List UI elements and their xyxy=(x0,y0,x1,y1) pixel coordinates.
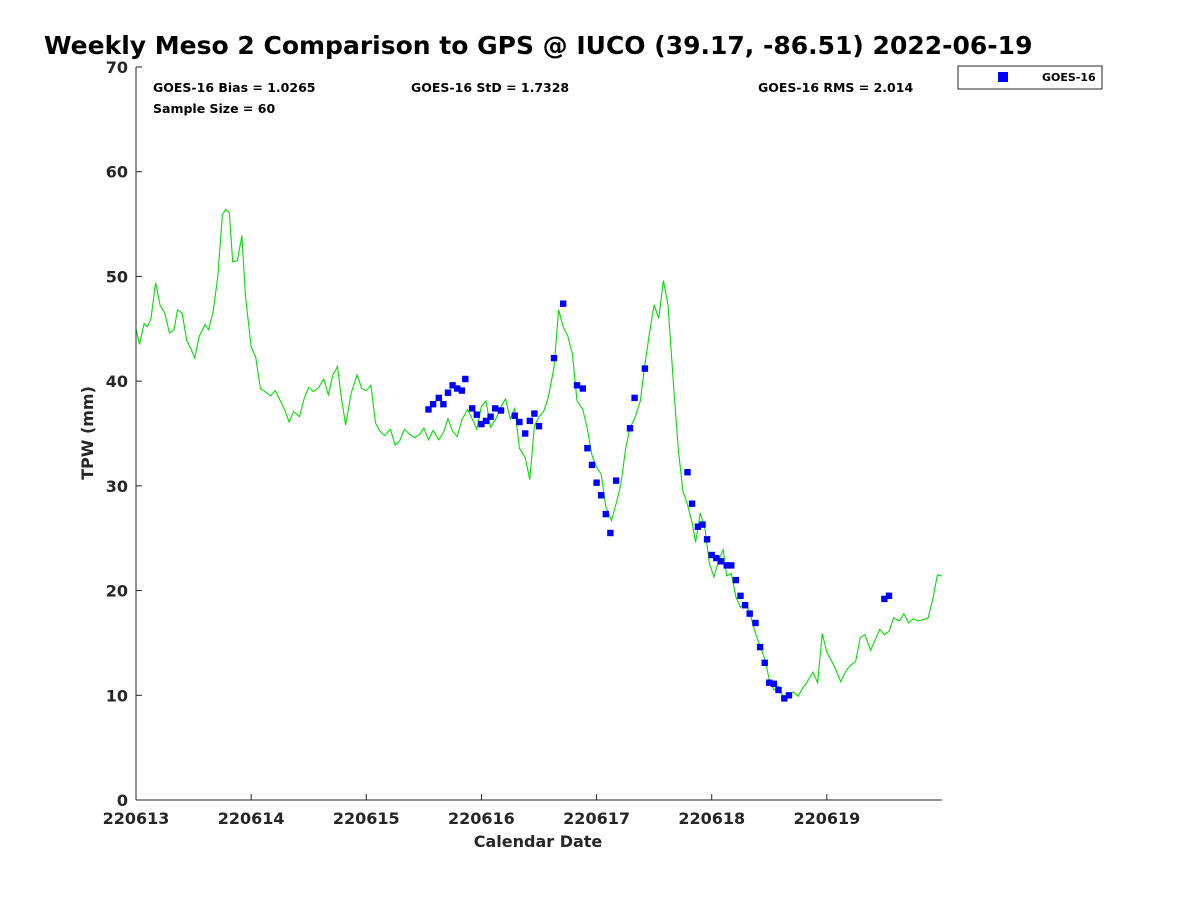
gps-line-layer xyxy=(135,208,943,701)
legend-marker-goes16 xyxy=(998,72,1008,82)
goes16-point xyxy=(516,418,523,426)
goes16-point xyxy=(741,602,749,609)
goes16-point xyxy=(497,407,505,414)
goes16-point xyxy=(785,692,793,699)
y-tick-label: 70 xyxy=(106,58,128,77)
goes16-point xyxy=(761,659,768,666)
y-ticks: 0 10 20 30 40 50 60 70 xyxy=(106,58,142,810)
legend-label-goes16: GOES-16 xyxy=(1042,71,1096,84)
goes16-point xyxy=(885,592,893,599)
y-axis-label: TPW (mm) xyxy=(78,386,97,480)
goes16-point xyxy=(482,417,490,425)
goes16-point xyxy=(435,394,442,402)
goes16-point xyxy=(626,425,634,432)
legend: GOES-16 xyxy=(957,65,1103,90)
goes16-point xyxy=(449,382,456,389)
x-tick-label: 220616 xyxy=(448,809,515,828)
goes16-point xyxy=(781,695,788,702)
goes16-point xyxy=(444,389,452,396)
goes16-point xyxy=(607,529,614,537)
goes16-point xyxy=(694,523,702,530)
x-tick-label: 220617 xyxy=(563,809,630,828)
goes16-point xyxy=(560,300,567,307)
goes16-point xyxy=(478,420,485,428)
goes16-marker-layer xyxy=(425,300,893,702)
goes16-point xyxy=(746,610,753,617)
goes16-point xyxy=(425,406,432,413)
goes16-point xyxy=(584,445,591,452)
goes16-point xyxy=(469,405,476,412)
rms-stat: GOES-16 RMS = 2.014 xyxy=(758,80,913,95)
goes16-point xyxy=(454,385,461,392)
goes16-point xyxy=(593,479,600,486)
goes16-point xyxy=(631,394,638,402)
x-tick-label: 220619 xyxy=(793,809,860,828)
goes16-point xyxy=(641,365,649,372)
goes16-point xyxy=(737,592,744,599)
x-tick-label: 220613 xyxy=(103,809,170,828)
y-tick-label: 30 xyxy=(106,477,128,496)
x-tick-label: 220615 xyxy=(333,809,400,828)
goes16-point xyxy=(550,354,558,362)
x-axis-label: Calendar Date xyxy=(474,832,603,851)
x-tick-label: 220614 xyxy=(218,809,285,828)
bias-stat: GOES-16 Bias = 1.0265 xyxy=(153,80,315,95)
goes16-point xyxy=(728,562,735,569)
plot-area xyxy=(135,208,943,702)
goes16-point xyxy=(703,536,711,543)
goes16-point xyxy=(684,469,691,476)
gps-tpw-line xyxy=(135,208,943,701)
goes16-point xyxy=(775,686,782,694)
goes16-point xyxy=(708,551,715,559)
y-tick-label: 60 xyxy=(106,163,128,182)
goes16-point xyxy=(429,401,437,408)
chart-title: Weekly Meso 2 Comparison to GPS @ IUCO (… xyxy=(44,31,1032,60)
y-tick-label: 10 xyxy=(106,686,128,705)
goes16-point xyxy=(598,492,605,499)
goes16-point xyxy=(766,679,773,686)
goes16-point xyxy=(487,413,494,420)
goes16-point xyxy=(511,412,518,419)
std-stat: GOES-16 StD = 1.7328 xyxy=(411,80,569,95)
sample-size-stat: Sample Size = 60 xyxy=(153,101,275,116)
goes16-point xyxy=(723,562,730,569)
goes16-point xyxy=(602,510,609,518)
axes: 0 10 20 30 40 50 60 70 220613 220614 220615 220616… xyxy=(103,58,942,828)
goes16-point xyxy=(531,410,538,417)
y-tick-label: 0 xyxy=(117,791,128,810)
goes16-point xyxy=(526,417,533,425)
goes16-point xyxy=(522,430,529,437)
y-tick-label: 20 xyxy=(106,582,128,601)
goes16-point xyxy=(579,385,586,392)
goes16-point xyxy=(612,477,620,484)
goes16-point xyxy=(458,387,466,394)
goes16-point xyxy=(770,680,778,687)
goes16-point xyxy=(473,411,480,418)
legend-box xyxy=(957,65,1103,90)
y-tick-label: 40 xyxy=(106,372,128,391)
goes16-point xyxy=(588,461,596,469)
goes16-point xyxy=(756,643,764,651)
goes16-point xyxy=(881,595,888,603)
goes16-point xyxy=(535,423,543,430)
goes16-point xyxy=(440,401,447,408)
goes16-point xyxy=(492,405,499,412)
goes16-point xyxy=(699,521,706,528)
stats-box: GOES-16 Bias = 1.0265 GOES-16 StD = 1.73… xyxy=(153,80,913,116)
x-ticks: 220613 220614 220615 220616 220617 220618 2206… xyxy=(103,794,860,828)
goes16-point xyxy=(462,375,469,383)
goes16-point xyxy=(688,500,696,507)
goes16-point xyxy=(752,619,759,627)
goes16-point xyxy=(732,576,740,584)
x-tick-label: 220618 xyxy=(678,809,745,828)
y-tick-label: 50 xyxy=(106,267,128,286)
goes16-point xyxy=(573,382,581,389)
goes16-point xyxy=(713,554,720,562)
goes16-point xyxy=(717,558,725,565)
